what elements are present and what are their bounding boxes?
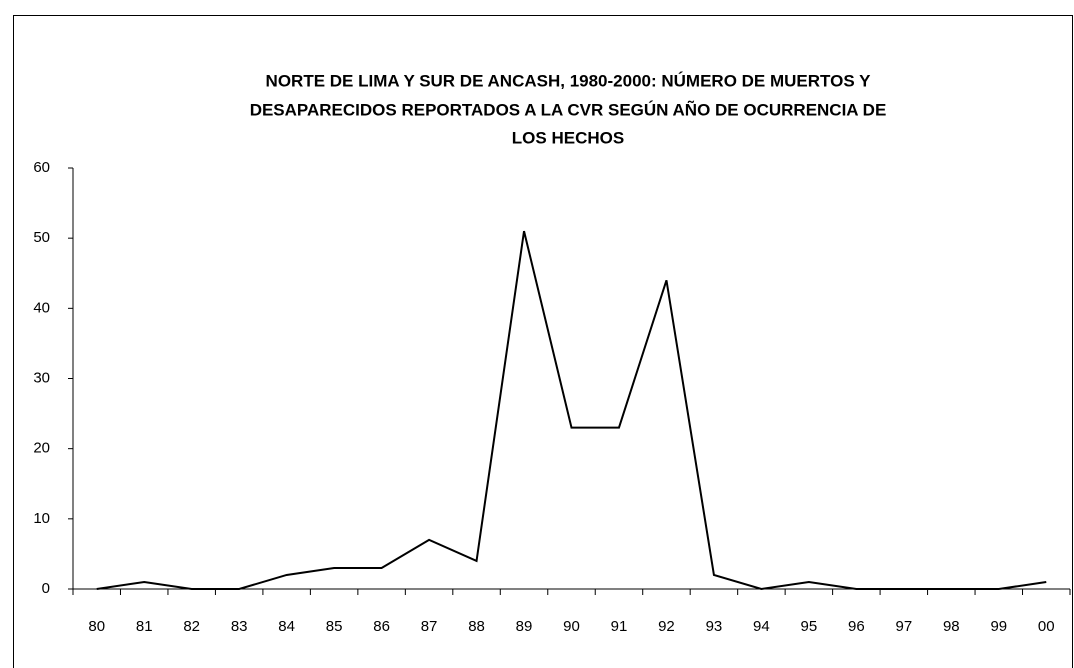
x-tick-label: 83 xyxy=(231,618,248,635)
x-tick-label: 97 xyxy=(895,618,912,635)
x-tick-label: 95 xyxy=(801,618,818,635)
y-tick-label: 10 xyxy=(33,510,50,527)
data-line xyxy=(96,230,1047,591)
y-tick-label: 30 xyxy=(33,369,50,386)
x-tick-label: 00 xyxy=(1038,618,1055,635)
x-tick-label: 96 xyxy=(848,618,865,635)
chart-title: DESAPARECIDOS REPORTADOS A LA CVR SEGÚN … xyxy=(250,99,887,119)
x-tick-label: 90 xyxy=(563,618,580,635)
y-tick-label: 50 xyxy=(33,229,50,246)
x-tick-label: 86 xyxy=(373,618,390,635)
y-tick-label: 40 xyxy=(33,299,50,316)
chart-title: LOS HECHOS xyxy=(512,128,624,147)
x-tick-label: 92 xyxy=(658,618,675,635)
x-tick-label: 85 xyxy=(326,618,343,635)
x-tick-label: 81 xyxy=(136,618,153,635)
x-tick-label: 89 xyxy=(516,618,533,635)
x-tick-label: 80 xyxy=(88,618,105,635)
x-tick-label: 91 xyxy=(611,618,628,635)
x-tick-label: 87 xyxy=(421,618,438,635)
chart-frame xyxy=(13,15,1073,668)
x-tick-label: 94 xyxy=(753,618,770,635)
x-tick-label: 88 xyxy=(468,618,485,635)
y-tick-label: 0 xyxy=(42,580,50,597)
x-tick-label: 99 xyxy=(990,618,1007,635)
chart-title: NORTE DE LIMA Y SUR DE ANCASH, 1980-2000… xyxy=(266,71,872,90)
y-tick-label: 20 xyxy=(33,440,50,457)
x-tick-label: 98 xyxy=(943,618,960,635)
y-tick-label: 60 xyxy=(33,159,50,176)
x-tick-label: 82 xyxy=(183,618,200,635)
x-tick-label: 93 xyxy=(706,618,723,635)
x-tick-label: 84 xyxy=(278,618,295,635)
